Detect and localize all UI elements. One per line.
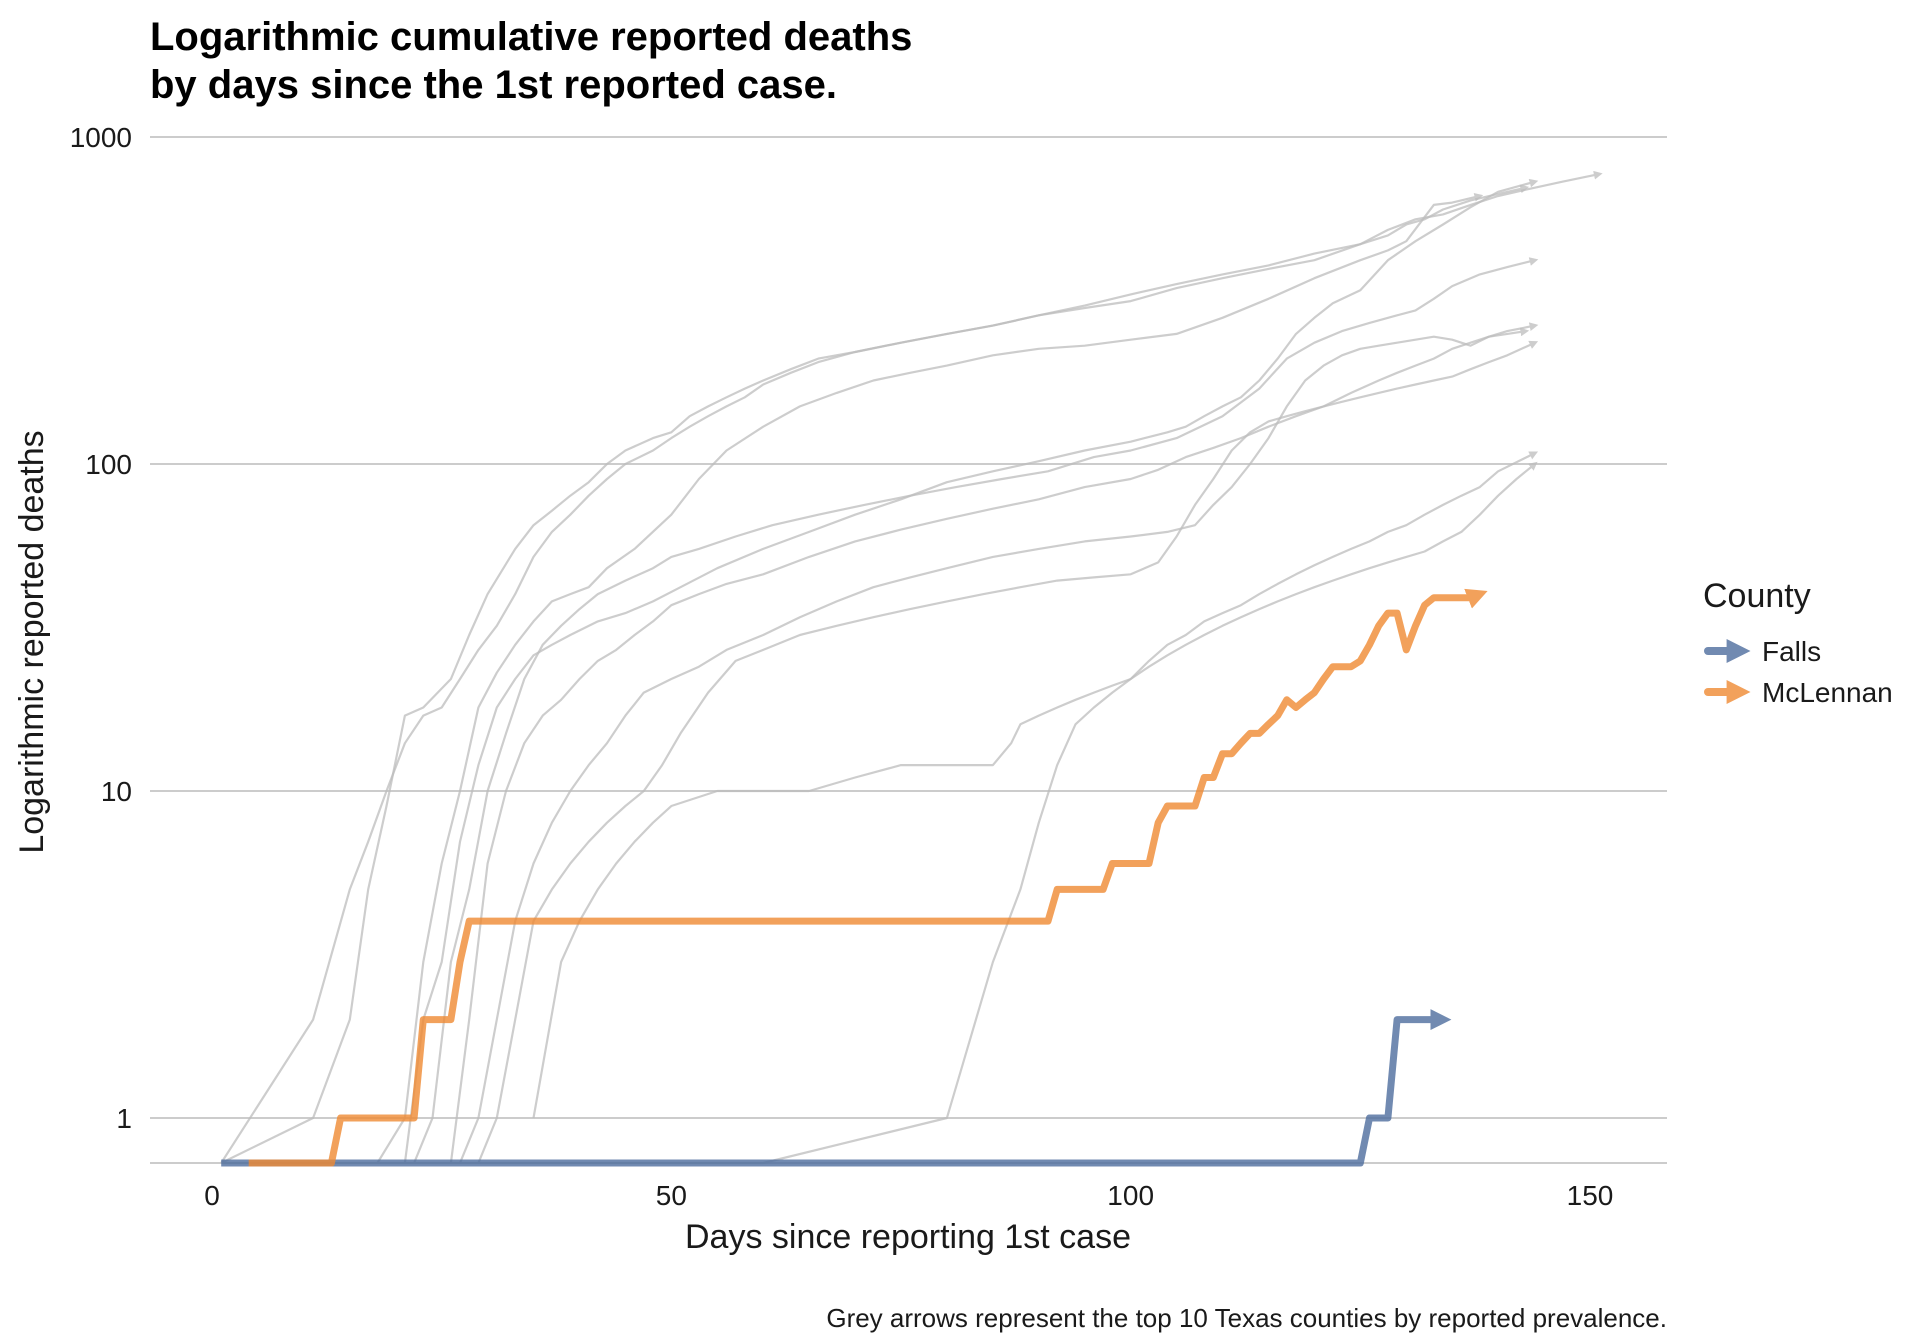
x-tick-label: 100 xyxy=(1107,1180,1154,1211)
legend-item-falls: Falls xyxy=(1704,636,1821,667)
highlighted-series-group xyxy=(221,588,1488,1167)
gridlines xyxy=(150,136,1667,1164)
y-axis-ticks: 1 10 100 1000 xyxy=(70,122,132,1134)
background-county-line-10 xyxy=(221,461,1538,1165)
y-tick-label: 100 xyxy=(85,449,132,480)
series-line-falls xyxy=(221,1009,1452,1167)
legend: County Falls McLennan xyxy=(1703,577,1893,708)
background-series-group xyxy=(220,170,1603,1165)
legend-label-mclennan: McLennan xyxy=(1762,677,1893,708)
x-tick-label: 150 xyxy=(1567,1180,1614,1211)
background-county-line-9 xyxy=(532,451,1539,1119)
series-line-mclennan xyxy=(248,588,1488,1167)
chart-title-line-2: by days since the 1st reported case. xyxy=(150,63,837,107)
x-axis-ticks: 0 50 100 150 xyxy=(204,1180,1613,1211)
background-county-line-6 xyxy=(449,322,1539,1164)
background-county-line-2 xyxy=(220,170,1603,1164)
x-axis-title: Days since reporting 1st case xyxy=(685,1218,1131,1256)
chart-title-line-1: Logarithmic cumulative reported deaths xyxy=(150,15,912,59)
background-county-line-7 xyxy=(458,327,1530,1164)
legend-label-falls: Falls xyxy=(1762,636,1821,667)
y-tick-label: 10 xyxy=(101,776,132,807)
background-county-line-4 xyxy=(403,178,1539,1164)
x-tick-label: 0 xyxy=(204,1180,220,1211)
legend-item-mclennan: McLennan xyxy=(1704,677,1893,708)
y-tick-label: 1000 xyxy=(70,122,132,153)
background-county-line-1 xyxy=(220,184,1530,1164)
y-tick-label: 1 xyxy=(116,1103,132,1134)
y-axis-title: Logarithmic reported deaths xyxy=(13,430,51,853)
legend-title: County xyxy=(1703,577,1811,615)
x-tick-label: 50 xyxy=(656,1180,687,1211)
chart-caption: Grey arrows represent the top 10 Texas c… xyxy=(826,1303,1667,1333)
background-county-line-3 xyxy=(376,192,1484,1164)
background-county-line-5 xyxy=(413,257,1539,1164)
background-county-line-8 xyxy=(477,340,1539,1164)
